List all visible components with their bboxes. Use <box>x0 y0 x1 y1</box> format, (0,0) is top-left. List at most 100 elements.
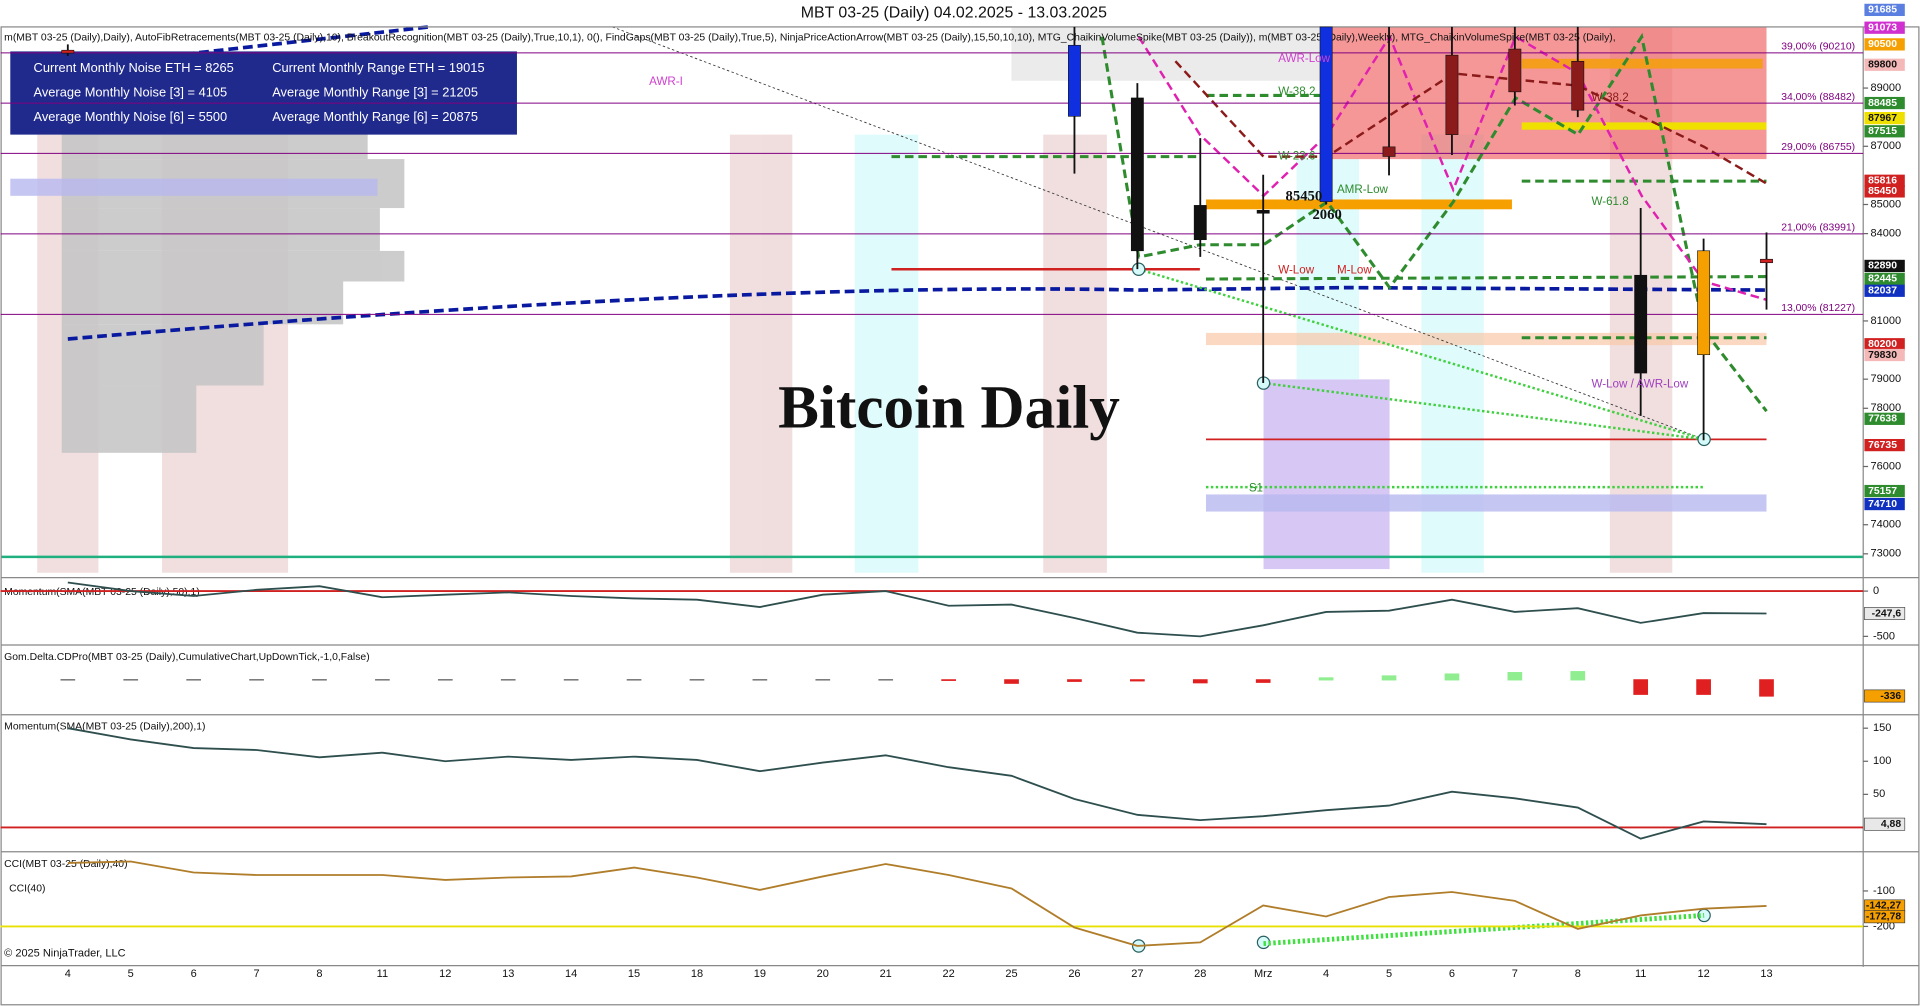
value-marker <box>1864 689 1906 703</box>
candle-body <box>1193 205 1207 241</box>
fib-label: 34,00% (88482) <box>1781 92 1855 103</box>
price-marker <box>1864 497 1905 511</box>
fib-label: 21,00% (83991) <box>1781 223 1855 234</box>
candle-body <box>1508 48 1522 93</box>
indicator-list: m(MBT 03-25 (Daily),Daily), AutoFibRetra… <box>4 33 1615 44</box>
price-marker <box>1864 125 1905 138</box>
x-tick-label: 8 <box>316 968 322 980</box>
profile-bar <box>61 324 264 386</box>
price-marker <box>1864 21 1905 34</box>
delta-bar <box>626 679 642 681</box>
price-marker-label: 82037 <box>1868 286 1897 297</box>
window-title: MBT 03-25 (Daily) 04.02.2025 - 13.03.202… <box>801 5 1107 22</box>
x-tick-label: 13 <box>1760 968 1772 980</box>
indicator-line <box>67 860 1767 947</box>
delta-bar <box>375 679 390 681</box>
trend-line <box>612 26 1705 440</box>
price-marker-label: 77638 <box>1868 414 1897 425</box>
x-tick-label: 6 <box>191 968 197 980</box>
y-tick-label: 73000 <box>1871 548 1902 560</box>
price-marker-label: 79830 <box>1868 350 1897 361</box>
info-text: Current Monthly Range ETH = 19015 <box>272 60 484 75</box>
price-marker-label: 74710 <box>1868 499 1897 510</box>
delta-bar <box>1130 679 1145 682</box>
price-marker-label: 75157 <box>1868 486 1897 497</box>
panel-title: Gom.Delta.CDPro(MBT 03-25 (Daily),Cumula… <box>4 652 370 663</box>
annotation: W-23.6 <box>1278 150 1315 163</box>
delta-bar <box>186 679 201 681</box>
annotation: S1 <box>1249 481 1263 494</box>
x-tick-label: 19 <box>754 968 766 980</box>
value-marker-label: -247,6 <box>1872 608 1902 619</box>
panel-title: Momentum(SMA(MBT 03-25 (Daily),50),1) <box>4 587 200 598</box>
delta-bar <box>878 679 894 681</box>
delta-bar <box>1759 679 1774 697</box>
panel-title: CCI(MBT 03-25 (Daily),40) <box>4 859 127 870</box>
annotation: 2060 <box>1312 207 1341 223</box>
wedge <box>1138 268 1705 489</box>
price-marker <box>1864 259 1905 273</box>
profile-bar <box>61 385 197 453</box>
x-tick-label: 27 <box>1131 968 1143 980</box>
price-marker <box>1864 348 1905 362</box>
candle-body <box>1130 97 1144 252</box>
level-band <box>1521 122 1767 130</box>
price-marker-label: 91685 <box>1868 5 1897 16</box>
level-band <box>1205 332 1767 346</box>
price-marker-label: 76735 <box>1868 440 1897 451</box>
x-tick-label: 26 <box>1068 968 1080 980</box>
x-tick-label: 7 <box>253 968 259 980</box>
price-marker <box>1864 58 1905 71</box>
value-marker-label: -336 <box>1880 691 1901 702</box>
price-marker <box>1864 338 1905 351</box>
annotation: W-Low / AWR-Low <box>1592 377 1689 390</box>
y-tick-label: 81000 <box>1871 315 1902 327</box>
x-tick-label: Mrz <box>1254 968 1272 980</box>
x-tick-label: 6 <box>1449 968 1455 980</box>
price-marker <box>1864 438 1905 452</box>
fib-label: 29,00% (86755) <box>1781 142 1855 153</box>
divergence <box>1263 912 1705 947</box>
price-marker-label: 88485 <box>1868 98 1897 109</box>
x-tick-label: 22 <box>942 968 954 980</box>
frames <box>0 26 1920 1006</box>
delta-bar <box>1255 679 1271 683</box>
delta-bar <box>689 679 705 681</box>
x-tick-label: 5 <box>128 968 134 980</box>
delta-bar <box>1381 675 1397 681</box>
y-tick-label: 85000 <box>1871 198 1902 210</box>
panel-title: Momentum(SMA(MBT 03-25 (Daily),200),1) <box>4 722 205 733</box>
annotation: AWR-I <box>649 75 683 88</box>
x-tick-label: 25 <box>1005 968 1017 980</box>
price-marker-label: 85450 <box>1868 186 1897 197</box>
x-tick-label: 4 <box>65 968 71 980</box>
delta-bar <box>1004 679 1019 684</box>
delta-bar <box>60 679 76 681</box>
delta-bar <box>815 679 831 681</box>
x-tick-label: 12 <box>439 968 451 980</box>
delta-bar <box>1696 679 1711 695</box>
x-tick-label: 14 <box>565 968 577 980</box>
y-tick-label: 50 <box>1873 788 1885 800</box>
candle-body <box>1634 274 1648 374</box>
value-marker-label: -142,27 <box>1866 901 1901 912</box>
shade <box>729 134 793 573</box>
annotation: M-Low <box>1337 264 1372 277</box>
delta-bar <box>500 679 516 681</box>
shade <box>854 134 919 573</box>
x-tick-label: 15 <box>628 968 640 980</box>
price-marker <box>1864 272 1905 286</box>
delta-bar <box>1570 671 1586 681</box>
price-marker-label: 82445 <box>1868 274 1897 285</box>
x-tick-label: 13 <box>502 968 514 980</box>
candle-body <box>1382 146 1396 157</box>
candle-body <box>61 49 75 54</box>
x-tick-label: 5 <box>1386 968 1392 980</box>
info-text: Average Monthly Range [6] = 20875 <box>272 109 478 124</box>
price-marker-label: 87515 <box>1868 126 1897 137</box>
y-tick-label: 100 <box>1873 755 1891 767</box>
delta-bar <box>1444 673 1460 681</box>
info-box <box>10 51 517 135</box>
annotation: AMR-Low <box>1337 183 1389 196</box>
